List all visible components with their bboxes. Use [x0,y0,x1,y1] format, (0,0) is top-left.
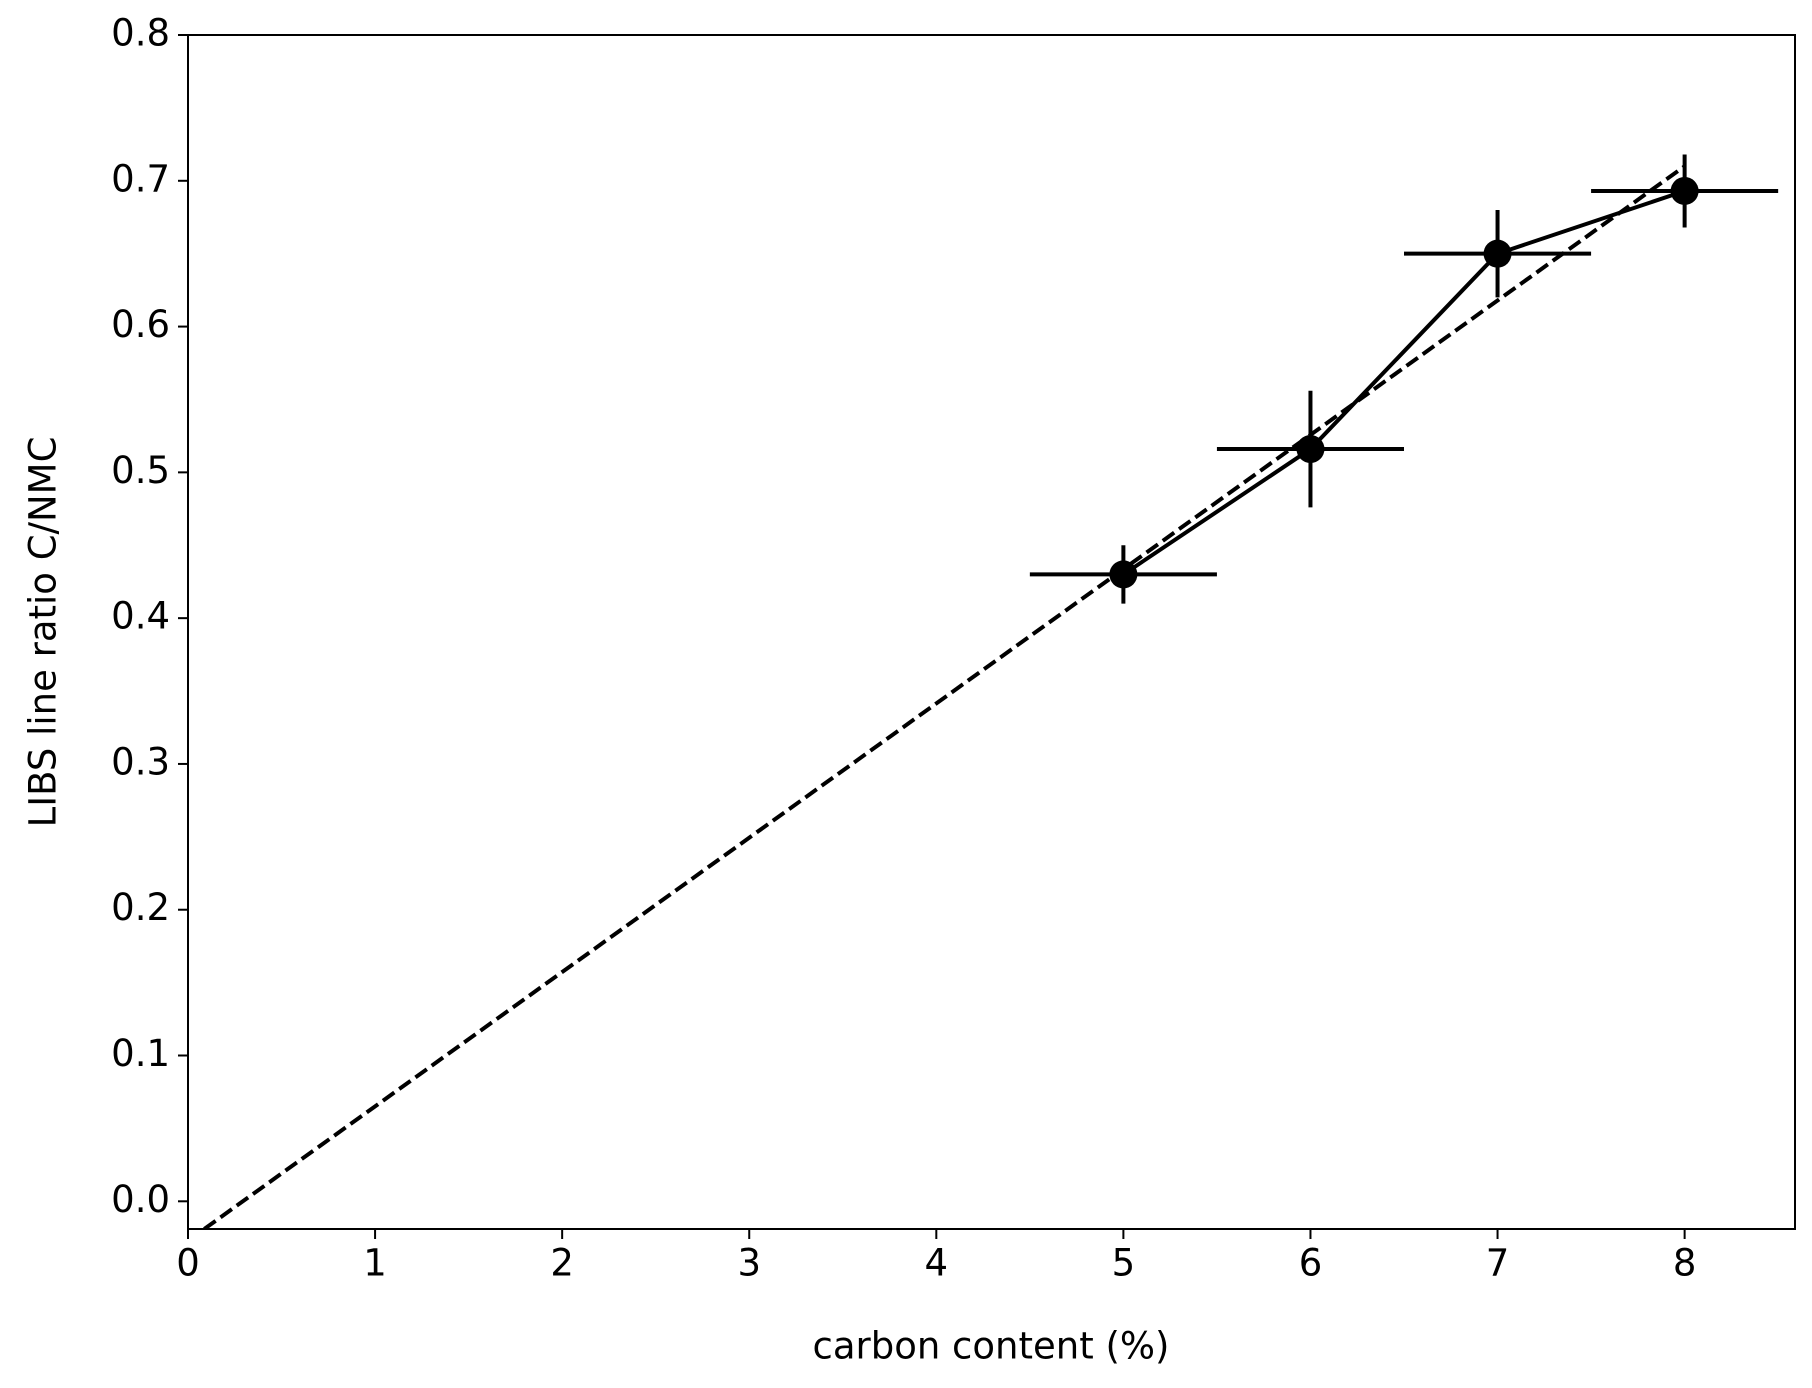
data-line [1122,189,1686,577]
y-tick-label: 0.7 [111,157,170,200]
x-tick-label: 8 [1673,1242,1697,1285]
y-tick-label: 0.3 [111,740,170,783]
fit-line [200,164,1686,1229]
y-axis-label: LIBS line ratio C/NMC [22,437,65,828]
y-tick-label: 0.5 [111,449,170,492]
y-tick-label: 0.1 [111,1032,170,1075]
plot-frame [187,34,1796,1230]
y-tick-label: 0.8 [111,12,170,55]
y-tick-label: 0.0 [111,1178,170,1221]
y-tick-label: 0.6 [111,303,170,346]
x-tick-label: 6 [1299,1242,1323,1285]
y-tick-label: 0.2 [111,886,170,929]
x-tick-label: 0 [176,1242,200,1285]
data-point [1109,560,1138,589]
data-point [1296,435,1325,464]
x-tick-label: 3 [737,1242,761,1285]
data-point [1670,176,1699,205]
y-tick-label: 0.4 [111,595,170,638]
x-tick-label: 7 [1486,1242,1510,1285]
x-tick-label: 5 [1112,1242,1136,1285]
x-tick-label: 2 [550,1242,574,1285]
data-point [1483,239,1512,268]
x-axis-label: carbon content (%) [812,1325,1169,1368]
x-tick-label: 4 [925,1242,949,1285]
x-tick-label: 1 [363,1242,387,1285]
